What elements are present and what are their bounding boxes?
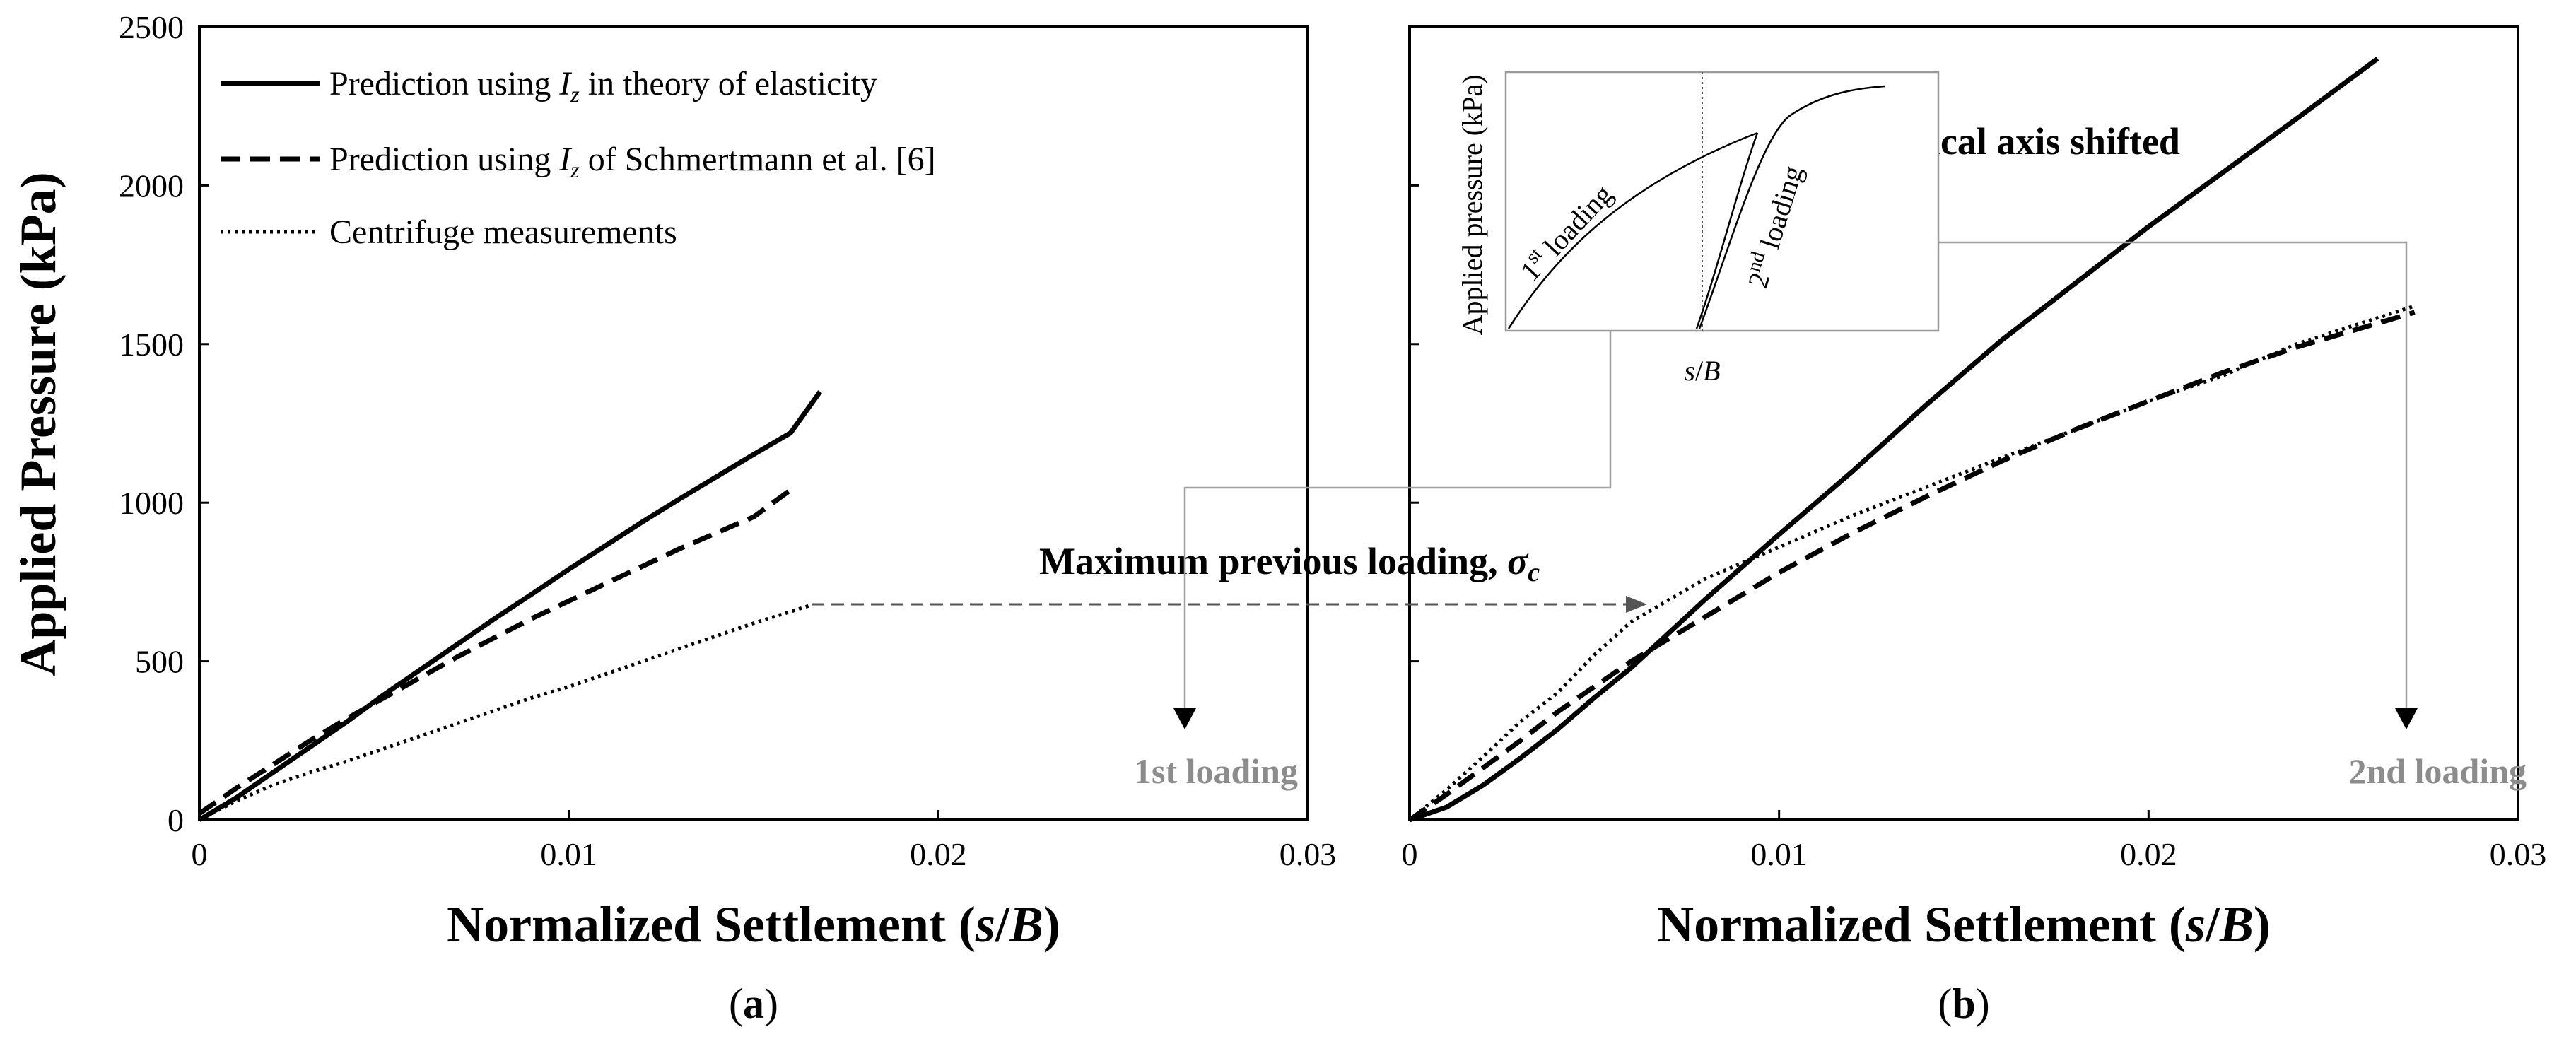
x-axis-title-a: Normalized Settlement (s/B) — [447, 896, 1060, 953]
plot-frame-a — [198, 25, 1309, 821]
legend-entry-dotted: Centrifuge measurements — [329, 213, 677, 251]
series-line-a-dotted — [198, 604, 810, 822]
max-previous-loading-label: Maximum previous loading, σc — [1039, 540, 1540, 587]
ticks-panel-b: 0 0.01 0.02 0.03 — [1402, 25, 2547, 872]
series-line-a-dashed — [198, 488, 792, 816]
inset-schematic: Applied pressure (kPa) s/B 1st loading 2… — [1456, 71, 1940, 387]
second-loading-arrowhead — [2395, 708, 2418, 729]
ticks-panel-a: 0 0.01 0.02 0.03 0 500 1000 1500 2000 2500 — [119, 9, 1336, 872]
inset-x-label: s/B — [1684, 355, 1720, 387]
panel-label-b: (b) — [1938, 980, 1989, 1027]
x-tick-label-a-1: 0.01 — [540, 836, 597, 872]
y-tick-label-0: 0 — [168, 802, 184, 838]
inset-second-loading-curve — [1698, 85, 1885, 329]
second-loading-connector — [1804, 241, 2408, 715]
x-axis-title-b: Normalized Settlement (s/B) — [1657, 896, 2271, 953]
y-tick-label-4: 2000 — [119, 168, 184, 204]
series-line-b-solid — [1408, 57, 2379, 823]
inset-first-loading-curve — [1507, 131, 1758, 329]
legend-entry-dashed: Prediction using Iz of Schmertmann et al… — [329, 141, 936, 182]
legend-entry-solid: Prediction using Iz in theory of elastic… — [329, 65, 877, 107]
x-tick-label-b-0: 0 — [1402, 836, 1418, 872]
x-tick-label-b-3: 0.03 — [2490, 836, 2547, 872]
x-tick-label-a-3: 0.03 — [1280, 836, 1337, 872]
series-line-b-dotted — [1408, 304, 2416, 821]
first-loading-label: 1st loading — [1134, 751, 1298, 791]
y-tick-label-1: 500 — [135, 644, 184, 680]
x-tick-label-b-1: 0.01 — [1750, 836, 1808, 872]
series-panel-a — [198, 390, 822, 823]
second-loading-label: 2nd loading — [2348, 751, 2527, 791]
first-loading-arrowhead — [1173, 708, 1196, 729]
y-tick-label-2: 1000 — [119, 485, 184, 521]
x-tick-label-a-2: 0.02 — [910, 836, 967, 872]
inset-y-label: Applied pressure (kPa) — [1456, 75, 1488, 336]
inset-unload-curve — [1695, 132, 1759, 329]
plot-frame-b — [1408, 25, 2519, 821]
x-tick-label-b-2: 0.02 — [2120, 836, 2177, 872]
y-tick-label-3: 1500 — [119, 327, 184, 363]
panel-label-a: (a) — [729, 980, 778, 1027]
y-axis-title: Applied Pressure (kPa) — [10, 172, 66, 676]
inset-frame — [1504, 71, 1940, 332]
series-panel-b — [1408, 57, 2416, 823]
series-line-b-dashed — [1408, 310, 2416, 822]
y-tick-label-5: 2500 — [119, 9, 184, 45]
x-tick-label-a-0: 0 — [192, 836, 208, 872]
legend: Prediction using Iz in theory of elastic… — [221, 65, 936, 251]
first-loading-connector — [1183, 247, 1612, 715]
series-line-a-solid — [198, 390, 822, 823]
